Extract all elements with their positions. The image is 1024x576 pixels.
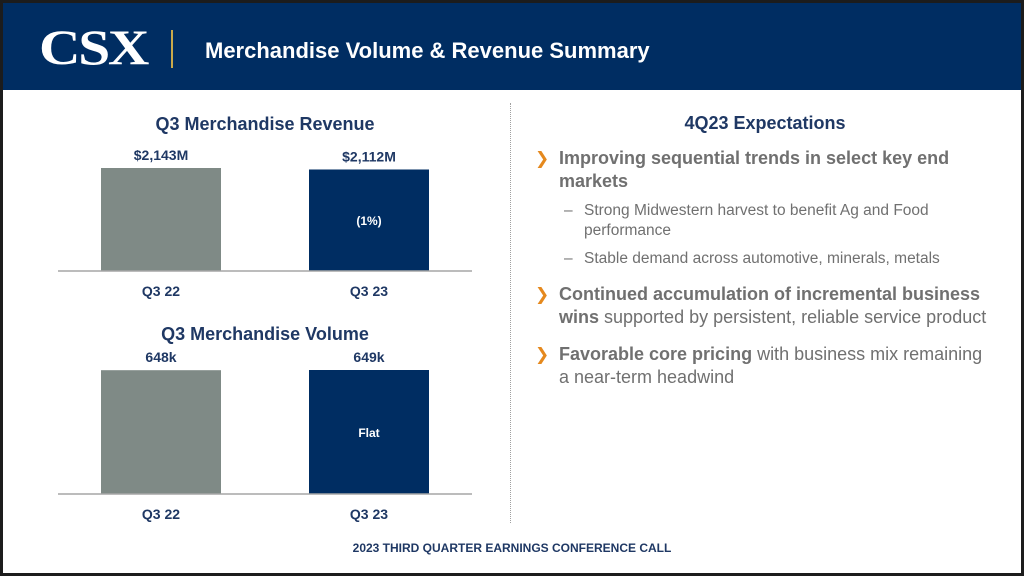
tick-label: Q3 23 [350,506,388,522]
expectations-list: ❯ Improving sequential trends in select … [535,147,990,397]
page-title: Merchandise Volume & Revenue Summary [205,38,650,63]
data-label: 648k [145,349,176,365]
bullet-text: supported by persistent, reliable servic… [599,307,987,327]
chevron-right-icon: ❯ [535,285,550,304]
tick-label: Q3 22 [142,506,180,522]
panel-divider [510,103,511,523]
expectations-title: 4Q23 Expectations [684,113,846,133]
list-item: ❯ Favorable core pricing with business m… [535,343,990,389]
bar [309,370,429,494]
sub-bullet-text: Strong Midwestern harvest to benefit Ag … [584,202,929,239]
chevron-right-icon: ❯ [535,149,550,168]
data-label: $2,112M [342,148,396,164]
sub-bullet-text: Stable demand across automotive, mineral… [584,250,940,267]
revenue-chart-title: Q3 Merchandise Revenue [155,114,375,134]
sub-list-item: – Strong Midwestern harvest to benefit A… [535,201,990,241]
bar-inner-label: (1%) [356,214,381,228]
logo-divider [171,30,173,68]
chevron-right-icon: ❯ [535,345,550,364]
bar [101,370,221,494]
bullet-bold-text: Continued accumulation of incremental bu… [559,284,981,327]
dash-icon: – [564,250,573,267]
volume-chart-title: Q3 Merchandise Volume [161,324,369,344]
list-item: ❯ Continued accumulation of incremental … [535,283,990,329]
bar [309,169,429,271]
list-item: ❯ Improving sequential trends in select … [535,147,990,193]
data-label: 649k [353,349,384,365]
sub-list-item: – Stable demand across automotive, miner… [535,249,990,269]
csx-logo: CSX [39,19,149,75]
bar-inner-label: Flat [358,426,379,440]
data-label: $2,143M [134,147,188,163]
footer-text: 2023 THIRD QUARTER EARNINGS CONFERENCE C… [352,541,672,555]
bar [101,168,221,271]
bullet-text: with business mix remaining a near-term … [559,344,983,387]
dash-icon: – [564,202,573,219]
bullet-bold-text: Improving sequential trends in select ke… [559,148,950,191]
tick-label: Q3 23 [350,283,388,299]
header-bar: CSX Merchandise Volume & Revenue Summary [3,3,1021,90]
tick-label: Q3 22 [142,283,180,299]
bullet-bold-text: Favorable core pricing [559,344,753,364]
